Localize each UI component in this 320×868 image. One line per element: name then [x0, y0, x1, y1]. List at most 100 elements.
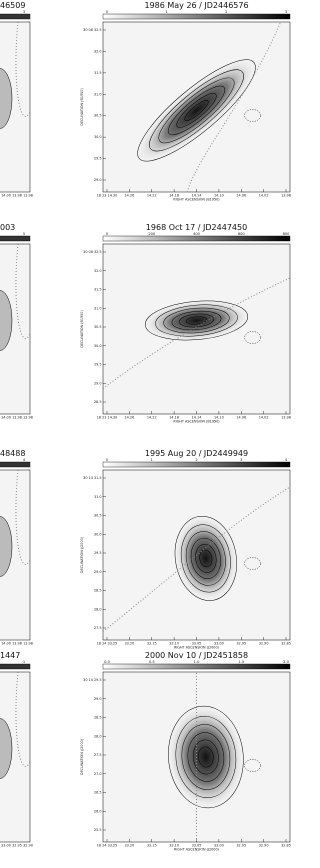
y-tick-label: 30 14 31.5 — [83, 476, 101, 480]
x-tick-label: 14.18 — [169, 416, 179, 420]
y-tick-label: 31.0 — [94, 92, 102, 96]
y-tick-label: 31.0 — [94, 495, 102, 499]
y-tick-label: 29.0 — [94, 381, 102, 385]
y-tick-label: 30.5 — [94, 114, 102, 118]
contour — [244, 331, 261, 344]
jet-track — [15, 469, 31, 565]
x-tick-label: 33.05 — [192, 642, 202, 646]
x-tick-label: 14.02 — [259, 416, 269, 420]
colorbar-tick-label: 3 — [240, 458, 242, 462]
x-tick-label: 14.14 — [192, 194, 202, 198]
x-tick-label: 14.26 — [125, 194, 135, 198]
y-tick-label: 29.0 — [94, 178, 102, 182]
colorbar-tick-label: 600 — [238, 232, 246, 236]
x-tick-label: 13.98 — [23, 416, 33, 420]
y-tick-label: 32.0 — [94, 269, 102, 273]
panel-title: 48488 — [0, 449, 25, 458]
source-image — [166, 704, 245, 810]
jet-track — [15, 671, 31, 767]
jet-track — [15, 21, 31, 117]
y-tick-label: 30 14 29.5 — [83, 678, 101, 682]
x-tick-label: 14.10 — [214, 194, 224, 198]
y-tick-label: 31.5 — [94, 71, 102, 75]
y-tick-label: 30.5 — [94, 325, 102, 329]
contour — [190, 537, 221, 579]
x-tick-label: 33.10 — [169, 844, 179, 848]
y-tick-label: 28.5 — [94, 589, 102, 593]
contour — [176, 93, 217, 128]
contour — [144, 300, 249, 341]
contour — [0, 516, 13, 577]
y-tick-label: 29.0 — [94, 697, 102, 701]
colorbar-tick-label: 200 — [148, 232, 156, 236]
colorbar — [0, 13, 31, 20]
y-tick-label: 27.5 — [94, 753, 102, 757]
y-tick-label: 29.0 — [94, 570, 102, 574]
x-tick-label: 13.98 — [23, 194, 33, 198]
y-tick-label: 30.0 — [94, 135, 102, 139]
x-tick-label: 18 23 14.30 — [97, 194, 118, 198]
y-tick-label: 26.0 — [94, 809, 102, 813]
x-tick-label: 32.85 — [281, 844, 291, 848]
colorbar-tick-label: 800 — [283, 232, 291, 236]
x-tick-label: 33.00 — [214, 844, 224, 848]
contour — [185, 316, 208, 325]
colorbar — [0, 235, 31, 242]
x-tick-label: 33.15 — [147, 844, 157, 848]
contour — [163, 307, 230, 334]
emission — [135, 57, 258, 164]
x-tick-label: 33.00 — [214, 642, 224, 646]
y-tick-label: 27.5 — [94, 626, 102, 630]
y-tick-label: 32.0 — [94, 49, 102, 53]
x-tick-label: 14.00 — [1, 642, 11, 646]
x-tick-label: 13.98 — [23, 642, 33, 646]
x-tick-label: 32.85 — [281, 642, 291, 646]
contour — [158, 77, 235, 144]
contour — [199, 549, 213, 568]
y-tick-label: 30 08 32.5 — [83, 28, 101, 32]
x-tick-label: 14.02 — [259, 194, 269, 198]
y-tick-label: 30.0 — [94, 532, 102, 536]
contour — [198, 746, 214, 768]
colorbar-tick-label: 3 — [285, 10, 287, 14]
contour — [187, 732, 225, 782]
panel: 2000 Nov 10 / JD2451858 0.0 0.5 1.0 1.5 2.0 30… — [80, 651, 291, 852]
x-tick-label: 13.98 — [12, 642, 22, 646]
contour — [181, 724, 231, 790]
panel: 1968 Oct 17 / JD2447450 0 200 400 600 800 30 0… — [80, 223, 291, 424]
y-axis-label: DECLINATION (J2000) — [80, 738, 84, 775]
colorbar-tick-label: 1 — [166, 10, 168, 14]
contour — [195, 543, 217, 573]
y-tick-label: 30 08 32.5 — [83, 250, 101, 254]
panel-title: 1447 — [0, 651, 20, 660]
contour — [175, 716, 237, 798]
y-tick-label: 29.5 — [94, 363, 102, 367]
y-tick-label: 31.5 — [94, 288, 102, 292]
emission — [173, 514, 238, 603]
colorbar-tick-label: 0 — [106, 458, 109, 462]
x-axis-label: RIGHT ASCENSION (B1950) — [173, 198, 220, 202]
colorbar — [102, 663, 291, 670]
x-tick-label: 13.98 — [12, 194, 22, 198]
x-tick-label: 18 23 14.30 — [97, 416, 118, 420]
y-tick-label: 28.5 — [94, 400, 102, 404]
x-tick-label: 14.06 — [236, 416, 246, 420]
contour — [167, 85, 226, 136]
colorbar-tick-label: 4 — [285, 458, 288, 462]
colorbar-tick-label: 400 — [193, 232, 201, 236]
colorbar-tick-label: 1 — [151, 458, 153, 462]
contour — [184, 99, 209, 121]
y-tick-label: 29.5 — [94, 551, 102, 555]
jet-track — [186, 21, 282, 193]
x-tick-label: 32.95 — [236, 642, 246, 646]
x-tick-label: 14.00 — [1, 194, 11, 198]
y-axis-label: DECLINATION (B1950) — [80, 310, 84, 348]
x-tick-label: 33.15 — [147, 642, 157, 646]
colorbar-tick-label: 5 — [23, 232, 25, 236]
y-axis-label: DECLINATION (B1950) — [80, 88, 84, 126]
jet-track — [102, 486, 291, 632]
